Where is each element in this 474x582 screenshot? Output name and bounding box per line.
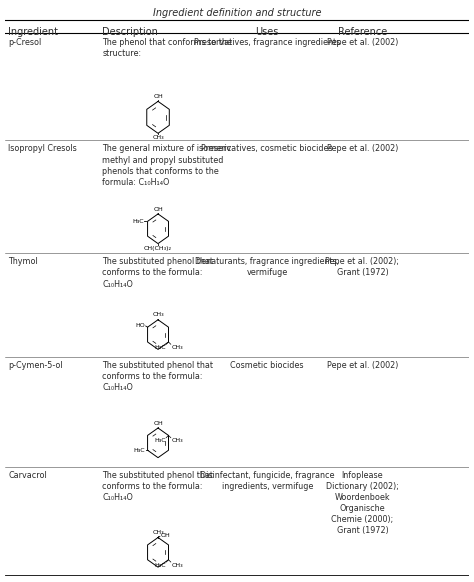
Text: The general mixture of isomeric
methyl and propyl substituted
phenols that confo: The general mixture of isomeric methyl a…: [102, 144, 231, 187]
Text: Thymol: Thymol: [9, 257, 38, 267]
Text: p-Cymen-5-ol: p-Cymen-5-ol: [9, 361, 63, 370]
Text: Disinfectant, fungicide, fragrance
ingredients, vermifuge: Disinfectant, fungicide, fragrance ingre…: [200, 471, 335, 491]
Text: Ingredient: Ingredient: [9, 27, 58, 37]
Text: The substituted phenol that
conforms to the formula:
C₁₀H₁₄O: The substituted phenol that conforms to …: [102, 471, 213, 502]
Text: CH₃: CH₃: [152, 530, 164, 535]
Text: CH₃: CH₃: [152, 135, 164, 140]
Text: CH(CH₃)₂: CH(CH₃)₂: [144, 246, 172, 251]
Text: Cosmetic biocides: Cosmetic biocides: [230, 361, 304, 370]
Text: Uses: Uses: [255, 27, 279, 37]
Text: OH: OH: [153, 94, 163, 99]
Text: Pepe et al. (2002);
Grant (1972): Pepe et al. (2002); Grant (1972): [326, 257, 400, 278]
Text: CH₃: CH₃: [152, 313, 164, 317]
Text: The substituted phenol that
conforms to the formula:
C₁₀H₁₄O: The substituted phenol that conforms to …: [102, 361, 213, 392]
Text: The phenol that conforms to the
structure:: The phenol that conforms to the structur…: [102, 38, 232, 58]
Text: CH₃: CH₃: [171, 563, 183, 567]
Text: Carvacrol: Carvacrol: [9, 471, 47, 480]
Text: H₃C: H₃C: [154, 563, 166, 567]
Text: OH: OH: [160, 533, 170, 538]
Text: Infoplease
Dictionary (2002);
Woordenboek
Organische
Chemie (2000);
Grant (1972): Infoplease Dictionary (2002); Woordenboe…: [326, 471, 399, 535]
Text: Pepe et al. (2002): Pepe et al. (2002): [327, 361, 398, 370]
Text: H₃C: H₃C: [154, 345, 166, 350]
Text: H₃C: H₃C: [132, 219, 144, 224]
Text: Description: Description: [102, 27, 158, 37]
Text: CH₃: CH₃: [171, 345, 183, 350]
Text: Denaturants, fragrance ingredients,
vermifuge: Denaturants, fragrance ingredients, verm…: [195, 257, 339, 278]
Text: Preservatives, fragrance ingredients: Preservatives, fragrance ingredients: [194, 38, 340, 47]
Text: OH: OH: [153, 421, 163, 425]
Text: Pepe et al. (2002): Pepe et al. (2002): [327, 38, 398, 47]
Text: CH₃: CH₃: [171, 438, 183, 443]
Text: OH: OH: [153, 207, 163, 212]
Text: The substituted phenol that
conforms to the formula:
C₁₀H₁₄O: The substituted phenol that conforms to …: [102, 257, 213, 289]
Text: Reference: Reference: [338, 27, 387, 37]
Text: Pepe et al. (2002): Pepe et al. (2002): [327, 144, 398, 154]
Text: H₃C: H₃C: [154, 438, 166, 443]
Text: H₃C: H₃C: [133, 448, 145, 453]
Text: p-Cresol: p-Cresol: [9, 38, 42, 47]
Text: Isopropyl Cresols: Isopropyl Cresols: [9, 144, 77, 154]
Text: HO: HO: [136, 323, 145, 328]
Text: Preservatives, cosmetic biocides: Preservatives, cosmetic biocides: [201, 144, 333, 154]
Text: Ingredient definition and structure: Ingredient definition and structure: [153, 8, 321, 17]
